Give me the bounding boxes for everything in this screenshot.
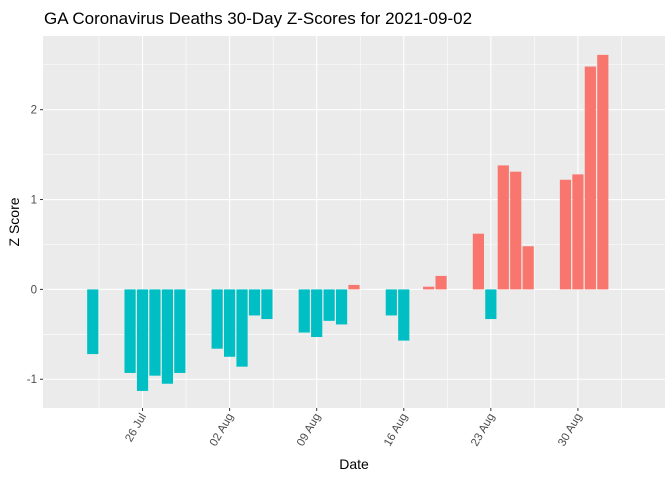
bar	[485, 289, 497, 320]
bar	[124, 289, 136, 373]
grid-minor	[43, 36, 665, 408]
bar	[224, 289, 236, 357]
y-axis-title: Z Score	[6, 197, 22, 246]
x-tick-label: 09 Aug	[295, 412, 323, 449]
y-tick-label: 2	[31, 105, 37, 117]
bar	[236, 289, 248, 367]
bar	[522, 246, 534, 290]
bar	[510, 171, 522, 290]
bar	[423, 286, 435, 290]
plot-panel	[43, 36, 665, 408]
bar	[149, 289, 161, 376]
bar	[161, 289, 173, 384]
x-tick-label: 23 Aug	[469, 412, 497, 449]
bar	[87, 289, 99, 355]
y-tick-label: 1	[31, 195, 37, 207]
x-axis: 26 Jul 02 Aug 09 Aug 16 Aug 23 Aug 30 Aug	[123, 408, 585, 449]
bar	[348, 284, 360, 290]
x-tick-label: 30 Aug	[556, 412, 584, 449]
bar	[559, 179, 572, 290]
bar	[261, 289, 273, 320]
bar	[435, 275, 447, 290]
y-tick-label: 0	[31, 284, 37, 296]
bar	[323, 289, 335, 321]
bar	[311, 289, 323, 338]
bars	[87, 54, 609, 391]
bar	[472, 233, 484, 290]
y-axis: -1 0 1 2	[27, 105, 43, 386]
x-axis-title: Date	[339, 456, 369, 472]
bar	[174, 289, 186, 373]
y-tick-label: -1	[27, 374, 37, 386]
bar	[398, 289, 410, 341]
bar	[572, 174, 584, 290]
bar	[211, 289, 223, 349]
bar	[335, 289, 348, 325]
x-tick-label: 02 Aug	[208, 412, 236, 449]
x-tick-label: 26 Jul	[123, 412, 149, 445]
bar	[597, 54, 609, 290]
x-tick-label: 16 Aug	[382, 412, 410, 449]
bar	[298, 289, 310, 333]
bar	[248, 289, 261, 316]
bar	[136, 289, 149, 391]
bar	[385, 289, 397, 316]
chart-title: GA Coronavirus Deaths 30-Day Z-Scores fo…	[44, 9, 472, 28]
bar	[497, 165, 509, 290]
bar	[584, 66, 596, 290]
